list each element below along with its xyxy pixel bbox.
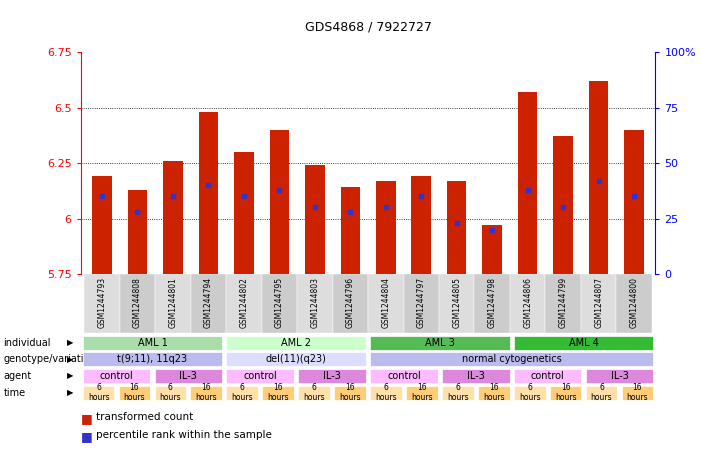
Text: AML 4: AML 4 — [569, 337, 599, 347]
Text: GSM1244807: GSM1244807 — [594, 277, 603, 328]
Bar — [439, 274, 475, 333]
Text: ▶: ▶ — [67, 338, 74, 347]
Text: 6
hours: 6 hours — [447, 383, 469, 402]
Text: 16
hours: 16 hours — [339, 383, 361, 402]
Text: GSM1244796: GSM1244796 — [346, 277, 355, 328]
Text: GSM1244803: GSM1244803 — [311, 277, 319, 328]
Text: GSM1244801: GSM1244801 — [168, 277, 177, 328]
Text: 6
hours: 6 hours — [160, 383, 182, 402]
Bar — [341, 188, 360, 274]
Bar — [163, 161, 183, 274]
Text: 6
hours: 6 hours — [591, 383, 613, 402]
Text: 6
hours: 6 hours — [375, 383, 397, 402]
Text: agent: agent — [4, 371, 32, 381]
Text: ■: ■ — [81, 412, 93, 425]
Bar — [376, 181, 395, 274]
Text: 6
hours: 6 hours — [304, 383, 325, 402]
Text: 16
hours: 16 hours — [411, 383, 433, 402]
Text: control: control — [531, 371, 564, 381]
Text: 16
hours: 16 hours — [554, 383, 576, 402]
Text: 6
hours: 6 hours — [519, 383, 540, 402]
Bar — [305, 165, 325, 274]
Text: 16
hours: 16 hours — [196, 383, 217, 402]
Bar — [581, 274, 616, 333]
Bar — [84, 274, 120, 333]
Text: GSM1244802: GSM1244802 — [239, 277, 248, 328]
Bar — [589, 81, 608, 274]
Bar — [411, 176, 431, 274]
Bar — [92, 176, 111, 274]
Bar — [198, 112, 218, 274]
Bar — [332, 274, 368, 333]
Bar — [482, 225, 502, 274]
Bar — [226, 274, 261, 333]
Text: control: control — [100, 371, 133, 381]
Text: individual: individual — [4, 337, 51, 347]
Bar — [191, 274, 226, 333]
Bar — [510, 274, 545, 333]
Bar — [545, 274, 581, 333]
Bar — [368, 274, 404, 333]
Text: GSM1244793: GSM1244793 — [97, 277, 107, 328]
Bar — [475, 274, 510, 333]
Text: AML 1: AML 1 — [137, 337, 168, 347]
Text: IL-3: IL-3 — [323, 371, 341, 381]
Text: GSM1244798: GSM1244798 — [488, 277, 497, 328]
Text: AML 3: AML 3 — [425, 337, 455, 347]
Text: genotype/variation: genotype/variation — [4, 354, 96, 364]
Text: GSM1244797: GSM1244797 — [417, 277, 426, 328]
Text: GSM1244794: GSM1244794 — [204, 277, 213, 328]
Text: GSM1244795: GSM1244795 — [275, 277, 284, 328]
Bar — [447, 181, 466, 274]
Text: 16
hours: 16 hours — [627, 383, 648, 402]
Text: control: control — [243, 371, 277, 381]
Text: IL-3: IL-3 — [179, 371, 197, 381]
Text: ▶: ▶ — [67, 371, 74, 381]
Text: percentile rank within the sample: percentile rank within the sample — [96, 430, 272, 440]
Text: IL-3: IL-3 — [611, 371, 628, 381]
Text: ▶: ▶ — [67, 388, 74, 397]
Text: GSM1244800: GSM1244800 — [629, 277, 639, 328]
Text: GDS4868 / 7922727: GDS4868 / 7922727 — [305, 21, 431, 34]
Bar — [518, 92, 538, 274]
Bar — [270, 130, 289, 274]
Bar — [297, 274, 332, 333]
Text: IL-3: IL-3 — [467, 371, 484, 381]
Text: control: control — [387, 371, 421, 381]
Text: normal cytogenetics: normal cytogenetics — [462, 354, 562, 364]
Text: 16
hours: 16 hours — [267, 383, 289, 402]
Text: 6
hours: 6 hours — [231, 383, 253, 402]
Text: 6
hours: 6 hours — [88, 383, 109, 402]
Text: GSM1244806: GSM1244806 — [523, 277, 532, 328]
Text: ■: ■ — [81, 430, 93, 443]
Text: transformed count: transformed count — [96, 412, 193, 422]
Bar — [120, 274, 155, 333]
Text: t(9;11), 11q23: t(9;11), 11q23 — [117, 354, 188, 364]
Bar — [616, 274, 652, 333]
Text: 16
hours: 16 hours — [483, 383, 505, 402]
Text: GSM1244804: GSM1244804 — [381, 277, 390, 328]
Bar — [261, 274, 297, 333]
Text: 16
hours: 16 hours — [123, 383, 145, 402]
Bar — [625, 130, 644, 274]
Text: AML 2: AML 2 — [281, 337, 311, 347]
Bar — [553, 136, 573, 274]
Text: time: time — [4, 388, 26, 398]
Text: ▶: ▶ — [67, 355, 74, 364]
Bar — [234, 152, 254, 274]
Text: del(11)(q23): del(11)(q23) — [266, 354, 327, 364]
Bar — [128, 190, 147, 274]
Text: GSM1244808: GSM1244808 — [133, 277, 142, 328]
Bar — [404, 274, 439, 333]
Bar — [155, 274, 191, 333]
Text: GSM1244805: GSM1244805 — [452, 277, 461, 328]
Text: GSM1244799: GSM1244799 — [559, 277, 568, 328]
